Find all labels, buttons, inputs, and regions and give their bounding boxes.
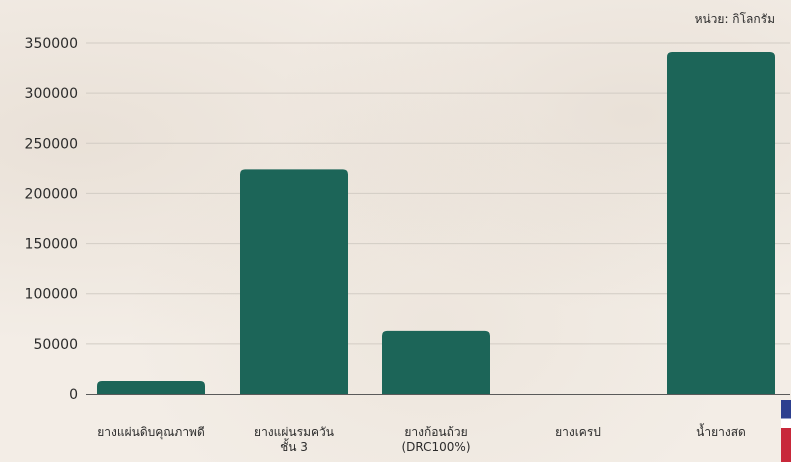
y-tick-label: 100000	[25, 287, 78, 303]
x-tick-label: ยางเครป	[555, 425, 601, 439]
x-tick-label: ยางก้อนถ้วย(DRC100%)	[401, 425, 470, 454]
bar	[97, 380, 205, 394]
y-axis-ticks: 0 50000 100000 150000 200000 250000 300000 3500…	[25, 36, 78, 403]
bar	[382, 330, 490, 394]
bars	[97, 52, 775, 394]
y-tick-label: 0	[69, 387, 78, 403]
bar	[240, 169, 348, 394]
y-tick-label: 200000	[25, 186, 78, 202]
flag-decoration	[781, 400, 791, 462]
x-tick-label: ยางแผ่นรมควันชั้น 3	[254, 425, 334, 454]
y-tick-label: 250000	[25, 136, 78, 152]
y-tick-label: 350000	[25, 36, 78, 52]
bar	[667, 52, 775, 394]
x-axis-ticks: ยางแผ่นดิบคุณภาพดี ยางแผ่นรมควันชั้น 3 ยาง…	[97, 423, 746, 454]
x-tick-label: น้ำยางสด	[696, 423, 746, 439]
y-tick-label: 300000	[25, 86, 78, 102]
unit-label: หน่วย: กิโลกรัม	[694, 12, 775, 26]
x-tick-label: ยางแผ่นดิบคุณภาพดี	[97, 425, 205, 440]
y-tick-label: 50000	[33, 337, 78, 353]
y-tick-label: 150000	[25, 237, 78, 253]
